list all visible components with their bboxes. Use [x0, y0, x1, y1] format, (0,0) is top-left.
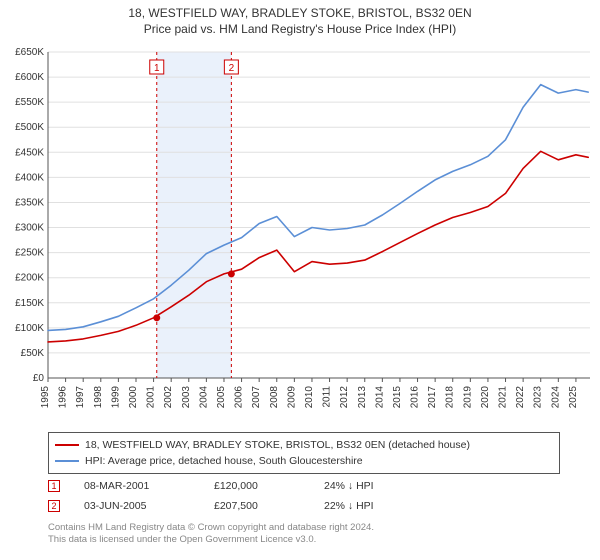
x-tick-label: 2015 — [392, 386, 403, 409]
sale-diff: 22% ↓ HPI — [324, 500, 474, 512]
x-tick-label: 2012 — [339, 386, 350, 409]
legend-swatch — [55, 444, 79, 446]
x-tick-label: 2006 — [234, 386, 245, 409]
y-tick-label: £650K — [15, 47, 44, 58]
y-tick-label: £600K — [15, 72, 44, 83]
x-tick-label: 2016 — [410, 386, 421, 409]
x-tick-label: 2024 — [550, 386, 561, 409]
x-tick-label: 1999 — [110, 386, 121, 409]
sale-row: 2 03-JUN-2005£207,50022% ↓ HPI — [48, 496, 560, 516]
series-property — [48, 151, 588, 342]
sale-price: £120,000 — [214, 480, 324, 492]
title-block: 18, WESTFIELD WAY, BRADLEY STOKE, BRISTO… — [0, 0, 600, 37]
x-tick-label: 2023 — [533, 386, 544, 409]
x-tick-label: 2007 — [251, 386, 262, 409]
event-marker-label: 1 — [154, 63, 160, 74]
x-tick-label: 2000 — [128, 386, 139, 409]
legend-swatch — [55, 460, 79, 462]
x-tick-label: 2014 — [374, 386, 385, 409]
chart-area: £0 £50K £100K £150K £200K £250K £300K £350K £400… — [0, 44, 600, 424]
y-tick-label: £0 — [33, 373, 45, 384]
x-tick-label: 2013 — [357, 386, 368, 409]
x-tick-label: 2011 — [322, 386, 333, 408]
attribution-footer: Contains HM Land Registry data © Crown c… — [48, 522, 560, 547]
x-tick-label: 2010 — [304, 386, 315, 409]
sale-price: £207,500 — [214, 500, 324, 512]
x-tick-label: 2009 — [286, 386, 297, 409]
y-tick-label: £50K — [21, 348, 45, 359]
sale-marker: 2 — [48, 500, 60, 512]
x-tick-label: 2017 — [427, 386, 438, 409]
y-tick-label: £150K — [15, 298, 44, 309]
x-tick-label: 2019 — [462, 386, 473, 409]
legend-item: 18, WESTFIELD WAY, BRADLEY STOKE, BRISTO… — [55, 437, 553, 453]
x-tick-label: 2001 — [146, 386, 157, 409]
x-tick-label: 1998 — [93, 386, 104, 409]
x-tick-label: 1997 — [75, 386, 86, 409]
x-tick-label: 2018 — [445, 386, 456, 409]
x-tick-label: 2020 — [480, 386, 491, 409]
sale-date: 08-MAR-2001 — [84, 480, 214, 492]
footer-line-1: Contains HM Land Registry data © Crown c… — [48, 522, 560, 534]
y-tick-label: £450K — [15, 147, 44, 158]
sale-row: 1 08-MAR-2001£120,00024% ↓ HPI — [48, 476, 560, 496]
y-tick-label: £400K — [15, 172, 44, 183]
x-tick-label: 2008 — [269, 386, 280, 409]
event-marker-label: 2 — [229, 63, 235, 74]
x-tick-label: 2003 — [181, 386, 192, 409]
x-tick-label: 2021 — [498, 386, 509, 409]
x-tick-label: 2002 — [163, 386, 174, 409]
y-tick-label: £200K — [15, 273, 44, 284]
line-chart-svg: £0 £50K £100K £150K £200K £250K £300K £350K £400… — [0, 44, 600, 424]
highlight-band — [157, 52, 232, 378]
sale-point — [228, 270, 235, 277]
y-tick-label: £500K — [15, 122, 44, 133]
x-tick-label: 2005 — [216, 386, 227, 409]
title-line-1: 18, WESTFIELD WAY, BRADLEY STOKE, BRISTO… — [0, 6, 600, 22]
y-tick-label: £250K — [15, 248, 44, 259]
x-tick-label: 2025 — [568, 386, 579, 409]
legend-label: HPI: Average price, detached house, Sout… — [85, 455, 363, 467]
legend-box: 18, WESTFIELD WAY, BRADLEY STOKE, BRISTO… — [48, 432, 560, 474]
x-tick-label: 2004 — [198, 386, 209, 409]
x-tick-label: 1996 — [58, 386, 69, 409]
footer-line-2: This data is licensed under the Open Gov… — [48, 534, 560, 546]
x-tick-label: 1995 — [40, 386, 51, 409]
sale-diff: 24% ↓ HPI — [324, 480, 474, 492]
y-tick-label: £550K — [15, 97, 44, 108]
title-line-2: Price paid vs. HM Land Registry's House … — [0, 22, 600, 38]
figure-container: 18, WESTFIELD WAY, BRADLEY STOKE, BRISTO… — [0, 0, 600, 560]
y-tick-label: £350K — [15, 197, 44, 208]
series-hpi — [48, 85, 588, 331]
legend-label: 18, WESTFIELD WAY, BRADLEY STOKE, BRISTO… — [85, 439, 470, 451]
sales-list: 1 08-MAR-2001£120,00024% ↓ HPI 2 03-JUN-200… — [48, 476, 560, 516]
x-tick-label: 2022 — [515, 386, 526, 409]
sale-marker: 1 — [48, 480, 60, 492]
sale-date: 03-JUN-2005 — [84, 500, 214, 512]
sale-point — [153, 314, 160, 321]
y-tick-label: £300K — [15, 223, 44, 234]
legend-item: HPI: Average price, detached house, Sout… — [55, 453, 553, 469]
y-tick-label: £100K — [15, 323, 44, 334]
